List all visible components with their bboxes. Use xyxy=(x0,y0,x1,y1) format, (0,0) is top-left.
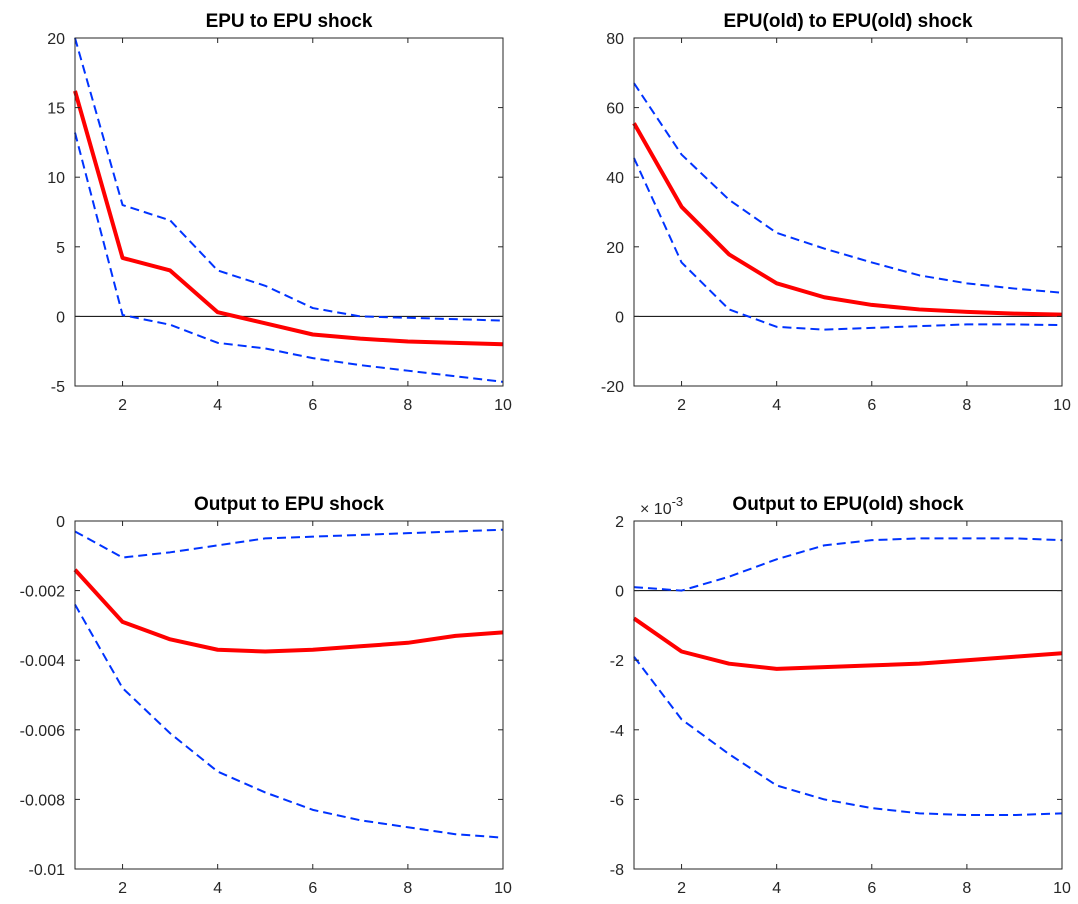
series-line-upper-band xyxy=(74,37,504,322)
x-tick-label: 10 xyxy=(1053,397,1071,414)
chart-panel-1: 2 4 6 8 10 -5 0 5 10 15 20 EPU to EPU shock xyxy=(47,11,512,414)
y-tick-label: 20 xyxy=(47,31,65,48)
x-tick-label: 6 xyxy=(308,397,317,414)
y-tick-label: 0 xyxy=(615,584,624,601)
series-line-lower-band xyxy=(633,157,1063,331)
x-tick-label: 6 xyxy=(867,880,876,897)
y-tick-label: -6 xyxy=(610,792,624,809)
series-line-upper-band xyxy=(633,537,1063,592)
chart-panel-2: 2 4 6 8 10 -20 0 20 40 60 80 EPU(old) to EPU(old) s… xyxy=(601,11,1071,414)
axes-box xyxy=(633,37,1063,387)
series-line-lower-band xyxy=(74,604,504,839)
y-tick-label: 0 xyxy=(56,309,65,326)
x-tick-label: 8 xyxy=(962,397,971,414)
x-tick-label: 4 xyxy=(772,397,781,414)
exponent-base: × 10 xyxy=(640,501,672,518)
y-tick-label: -0.004 xyxy=(20,653,65,670)
y-tick-label: 60 xyxy=(606,101,624,118)
y-tick-label: -0.008 xyxy=(20,792,65,809)
x-tick-label: 10 xyxy=(494,880,512,897)
x-tick-label: 6 xyxy=(308,880,317,897)
x-tick-label: 8 xyxy=(403,880,412,897)
exponent-power: -3 xyxy=(672,494,684,509)
axes-box xyxy=(74,37,504,387)
chart-panel-4: 2 4 6 8 10 -8 -6 -4 -2 0 2 Output to EPU(old) shock… xyxy=(610,494,1071,897)
axes-box xyxy=(633,520,1063,870)
y-tick-label: -2 xyxy=(610,653,624,670)
series-line-lower-band xyxy=(74,132,504,383)
x-tick-label: 4 xyxy=(213,397,222,414)
y-tick-label: 15 xyxy=(47,101,65,118)
y-tick-label: 2 xyxy=(615,514,624,531)
y-tick-label: -20 xyxy=(601,379,624,396)
series-line-response xyxy=(632,122,1063,317)
y-tick-label: 10 xyxy=(47,170,65,187)
y-tick-label: 20 xyxy=(606,240,624,257)
y-exponent-label: × 10-3 xyxy=(640,494,683,518)
y-tick-label: -0.01 xyxy=(29,862,66,879)
chart-title: Output to EPU(old) shock xyxy=(732,494,964,515)
chart-title: EPU(old) to EPU(old) shock xyxy=(723,11,973,32)
series-line-response xyxy=(632,616,1063,671)
series-line-upper-band xyxy=(633,82,1063,294)
x-tick-label: 2 xyxy=(118,397,127,414)
y-tick-label: -4 xyxy=(610,723,624,740)
axes-box xyxy=(74,520,504,870)
series-line-lower-band xyxy=(633,656,1063,817)
x-tick-label: 6 xyxy=(867,397,876,414)
x-tick-label: 2 xyxy=(118,880,127,897)
x-tick-label: 10 xyxy=(494,397,512,414)
x-tick-label: 2 xyxy=(677,397,686,414)
y-tick-label: -8 xyxy=(610,862,624,879)
series-line-response xyxy=(73,568,504,654)
x-tick-label: 10 xyxy=(1053,880,1071,897)
series-line-upper-band xyxy=(74,528,504,559)
y-tick-label: -5 xyxy=(51,379,65,396)
chart-title: Output to EPU shock xyxy=(194,494,384,515)
y-tick-label: -0.002 xyxy=(20,584,65,601)
y-tick-label: 5 xyxy=(56,240,65,257)
x-tick-label: 8 xyxy=(962,880,971,897)
x-tick-label: 8 xyxy=(403,397,412,414)
chart-panel-3: 2 4 6 8 10 -0.01 -0.008 -0.006 -0.004 -0.002 0 Outp… xyxy=(20,494,512,897)
x-tick-label: 2 xyxy=(677,880,686,897)
y-tick-label: 0 xyxy=(56,514,65,531)
y-tick-label: -0.006 xyxy=(20,723,65,740)
x-tick-label: 4 xyxy=(772,880,781,897)
series-line-response xyxy=(73,90,504,347)
y-tick-label: 0 xyxy=(615,309,624,326)
y-tick-label: 80 xyxy=(606,31,624,48)
y-tick-label: 40 xyxy=(606,170,624,187)
chart-title: EPU to EPU shock xyxy=(206,11,373,32)
x-tick-label: 4 xyxy=(213,880,222,897)
